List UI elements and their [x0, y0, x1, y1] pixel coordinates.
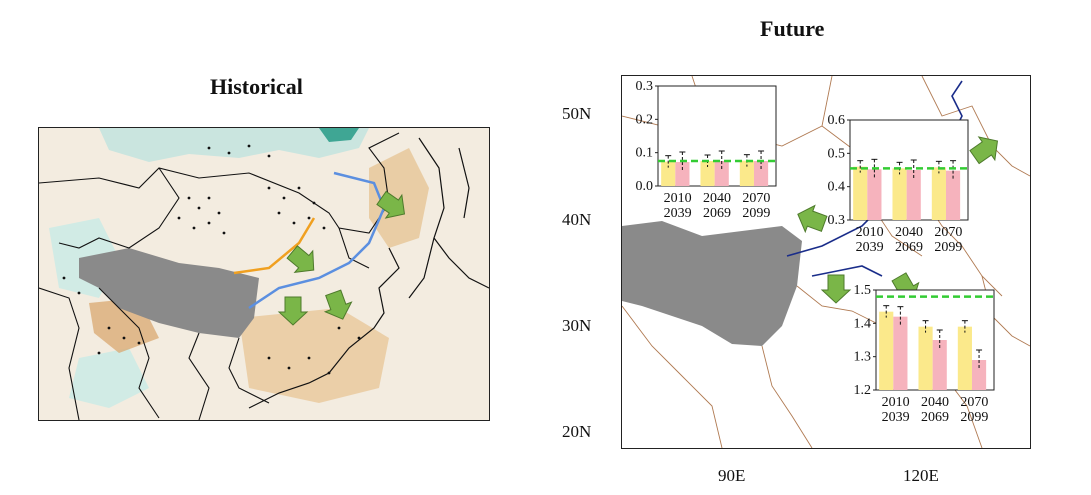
bar	[971, 360, 987, 390]
x-tick-label: 2070	[960, 395, 988, 410]
bar	[906, 170, 921, 220]
x-tick-label: 2010	[664, 191, 692, 206]
y-tick-label: 0.3	[636, 79, 654, 94]
arrow-icon	[820, 274, 852, 304]
bar	[675, 162, 690, 186]
x-tick-label: 2040	[895, 225, 923, 240]
bar	[893, 316, 908, 390]
lat-label: 40N	[562, 210, 592, 229]
bar	[661, 161, 676, 186]
wind-arrows	[277, 190, 406, 326]
lon-label: 90E	[718, 466, 746, 485]
orange-boundary-line	[233, 217, 316, 275]
lat-label: 50N	[562, 104, 592, 123]
x-tick-label: 2099	[960, 410, 988, 425]
y-tick-label: 0.3	[828, 213, 846, 228]
arrow-icon	[797, 204, 828, 234]
bar	[957, 326, 972, 390]
significance-dots	[62, 144, 361, 375]
y-tick-label: 1.4	[854, 316, 872, 331]
arrow-icon	[277, 296, 309, 326]
teal-anomaly-dark	[319, 128, 359, 142]
historical-title: Historical	[210, 74, 303, 99]
future-title: Future	[760, 16, 825, 41]
x-tick-label: 2040	[921, 395, 949, 410]
x-tick-label: 2069	[921, 410, 949, 425]
x-tick-label: 2070	[742, 191, 770, 206]
tibet-plateau	[79, 248, 259, 338]
x-tick-label: 2040	[703, 191, 731, 206]
inset-chart-south: 1.2 1.3 1.4 1.5 2010 2039 2040 2069 2070 2099	[846, 282, 998, 432]
blue-boundary-line	[248, 171, 386, 310]
bar	[879, 311, 894, 390]
arrow-icon	[323, 289, 353, 320]
x-tick-label: 2039	[856, 240, 884, 255]
y-tick-label: 1.3	[854, 350, 872, 365]
arrow-icon	[376, 190, 406, 219]
x-tick-label: 2069	[895, 240, 923, 255]
bar	[931, 167, 946, 220]
bar	[853, 166, 868, 220]
bar	[932, 340, 947, 390]
x-tick-label: 2039	[882, 410, 910, 425]
x-tick-label: 2069	[703, 206, 731, 221]
y-tick-label: 1.2	[854, 383, 872, 398]
bar	[714, 161, 729, 186]
y-tick-label: 0.6	[828, 113, 846, 128]
teal-anomaly-south	[69, 348, 149, 408]
coastline	[248, 137, 489, 409]
inset-chart-northwest: 0.0 0.1 0.2 0.3 2010 2039 2040 2069 2070 2099	[628, 78, 780, 228]
tibet-plateau	[622, 221, 802, 346]
tan-anomaly-south	[239, 308, 389, 403]
x-tick-label: 2010	[882, 395, 910, 410]
bar	[918, 326, 933, 390]
y-tick-label: 0.5	[828, 146, 846, 161]
x-tick-label: 2099	[742, 206, 770, 221]
bar	[867, 169, 882, 220]
bar	[700, 161, 715, 186]
navy-boundary-line-south	[811, 265, 883, 277]
inset-chart-northeast: 0.3 0.4 0.5 0.6 2010 2039 2040 2069 2070 2099	[820, 112, 972, 262]
tan-anomaly-east	[369, 148, 429, 248]
bar	[753, 161, 769, 186]
x-tick-label: 2039	[664, 206, 692, 221]
lat-label: 30N	[562, 316, 592, 335]
bar	[945, 170, 961, 220]
y-tick-label: 0.1	[636, 146, 654, 161]
lat-label: 20N	[562, 422, 592, 441]
lon-label: 120E	[903, 466, 939, 485]
y-tick-label: 1.5	[854, 283, 872, 298]
bar	[892, 168, 907, 220]
arrow-icon	[286, 245, 315, 274]
x-tick-label: 2010	[856, 225, 884, 240]
x-tick-label: 2099	[934, 240, 962, 255]
y-tick-label: 0.4	[828, 180, 846, 195]
historical-map	[38, 127, 490, 421]
bar	[739, 160, 754, 186]
historical-map-canvas	[39, 128, 489, 420]
teal-anomaly-north	[99, 128, 369, 162]
arrow-icon	[969, 136, 999, 165]
y-tick-label: 0.0	[636, 179, 654, 194]
y-tick-label: 0.2	[636, 112, 654, 127]
x-tick-label: 2070	[934, 225, 962, 240]
